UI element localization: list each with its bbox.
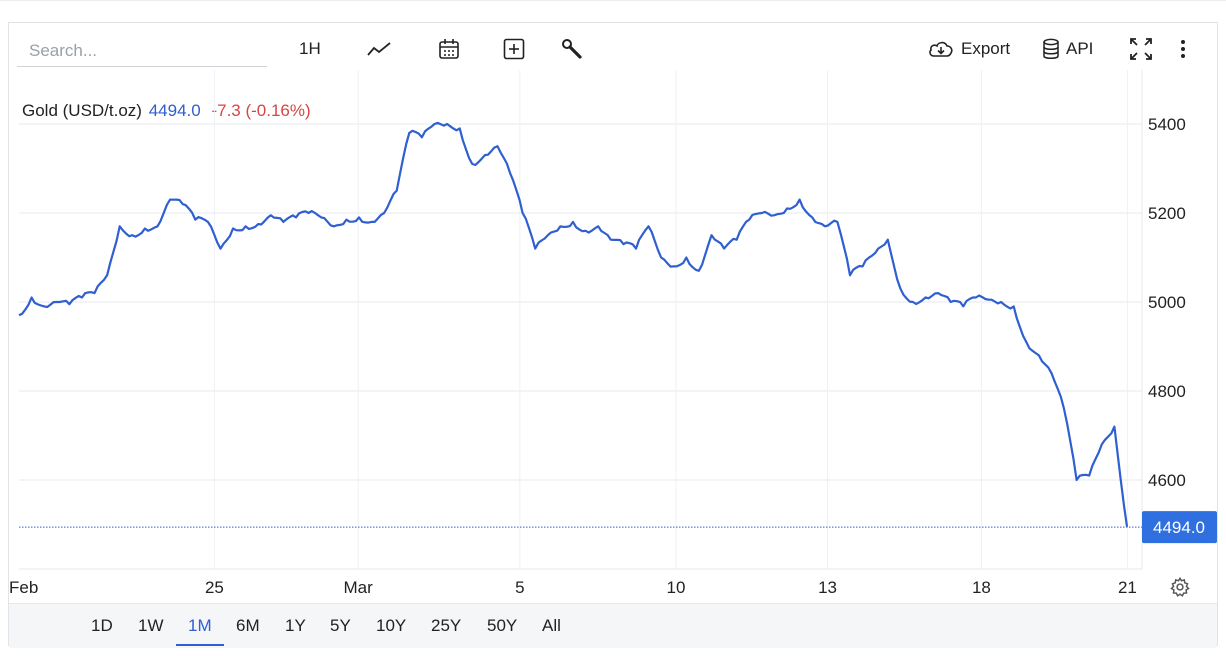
- api-button[interactable]: API: [1042, 35, 1093, 63]
- x-tick-label: Feb: [9, 578, 38, 597]
- more-vertical-icon: [1181, 40, 1185, 58]
- add-indicator-button[interactable]: [502, 35, 526, 63]
- chart-legend: Gold (USD/t.oz) 4494.0 -7.3 (-0.16%): [22, 101, 311, 121]
- chart-panel: 1H: [8, 22, 1218, 648]
- y-tick-label: 5000: [1148, 293, 1186, 312]
- y-tick-label: 4800: [1148, 382, 1186, 401]
- date-range-button[interactable]: [437, 35, 461, 63]
- chart-type-button[interactable]: [366, 35, 392, 63]
- wrench-icon: [562, 39, 582, 59]
- fullscreen-button[interactable]: [1128, 35, 1154, 63]
- x-tick-label: 5: [515, 578, 524, 597]
- interval-label: 1H: [299, 39, 321, 58]
- last-price-tag-label: 4494.0: [1153, 518, 1205, 537]
- interval-button[interactable]: 1H: [299, 35, 321, 63]
- time-range-bar: 1D 1W 1M 6M 1Y 5Y 10Y 25Y 50Y All: [9, 603, 1217, 648]
- x-tick-label: 10: [666, 578, 685, 597]
- top-divider: [0, 0, 1226, 1]
- active-range-underline: [176, 644, 224, 646]
- instrument-name: Gold (USD/t.oz): [22, 101, 142, 120]
- range-button-6m[interactable]: 6M: [236, 616, 260, 635]
- cloud-download-icon: [929, 41, 953, 57]
- last-price: 4494.0: [148, 101, 201, 120]
- range-button-1w[interactable]: 1W: [138, 616, 164, 635]
- y-tick-label: 5400: [1148, 115, 1186, 134]
- last-price-tag: [1142, 511, 1217, 544]
- x-tick-label: 21: [1118, 578, 1137, 597]
- chart-settings-gear-icon[interactable]: [1169, 576, 1191, 598]
- y-tick-label: 5200: [1148, 204, 1186, 223]
- add-indicator-icon: [503, 38, 525, 60]
- tools-button[interactable]: [560, 35, 584, 63]
- x-tick-label: 13: [818, 578, 837, 597]
- range-button-1d[interactable]: 1D: [91, 616, 113, 635]
- range-button-all[interactable]: All: [542, 616, 561, 635]
- price-change: -7.3 (-0.16%): [211, 101, 311, 120]
- database-icon: [1043, 38, 1059, 59]
- calendar-icon: [439, 39, 459, 59]
- x-tick-label: 18: [972, 578, 991, 597]
- range-button-10y[interactable]: 10Y: [376, 616, 407, 635]
- export-button[interactable]: Export: [927, 35, 1010, 63]
- chart-toolbar: 1H: [9, 23, 1217, 75]
- range-button-5y[interactable]: 5Y: [330, 616, 351, 635]
- line-chart-icon: [367, 42, 391, 56]
- fullscreen-icon: [1130, 38, 1152, 60]
- x-tick-label: 25: [205, 578, 224, 597]
- range-button-1m[interactable]: 1M: [188, 616, 212, 635]
- search-input[interactable]: [17, 35, 267, 67]
- range-button-25y[interactable]: 25Y: [431, 616, 462, 635]
- range-button-50y[interactable]: 50Y: [487, 616, 518, 635]
- more-options-button[interactable]: [1179, 35, 1187, 63]
- range-button-1y[interactable]: 1Y: [285, 616, 306, 635]
- price-series-line: [18, 121, 1129, 527]
- export-label: Export: [961, 39, 1011, 58]
- x-tick-label: Mar: [344, 578, 374, 597]
- y-tick-label: 4600: [1148, 471, 1186, 490]
- price-chart[interactable]: 4600 4800 5000 5200 5400 Feb 25 Mar 5 10 13 18 21 449…: [9, 23, 1217, 603]
- api-label: API: [1066, 39, 1094, 58]
